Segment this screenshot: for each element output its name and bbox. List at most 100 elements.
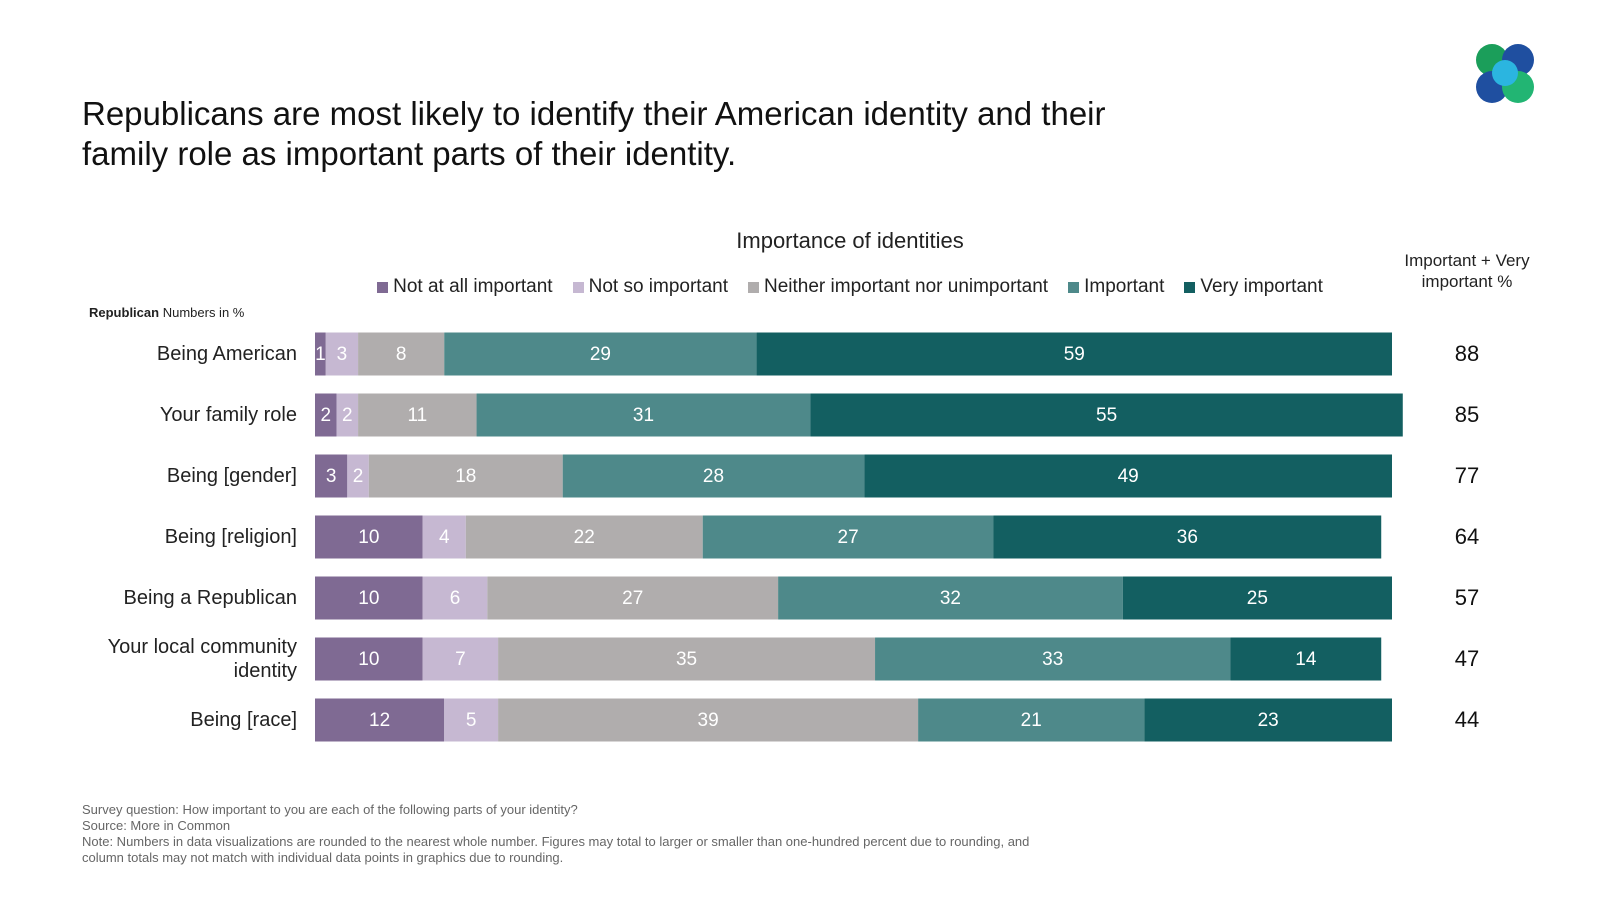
category-label: Being American <box>156 343 297 365</box>
bar-segment <box>315 332 326 376</box>
bar-segment <box>444 332 757 376</box>
bar-segment <box>422 515 466 559</box>
bar-segment <box>465 515 703 559</box>
data-label: 2 <box>342 405 353 426</box>
total-column-title: Important + Very important % <box>1404 251 1530 291</box>
bar-segment <box>347 454 369 498</box>
legend-marker <box>748 281 759 293</box>
bar-segment <box>875 637 1231 681</box>
data-label: 8 <box>396 344 407 365</box>
legend-label: Very important <box>1200 276 1323 297</box>
bar-segment <box>562 454 865 498</box>
group-label: Republican Numbers in % <box>89 305 244 320</box>
legend-label: Not so important <box>588 276 728 297</box>
data-label: 27 <box>622 588 643 609</box>
data-label: 29 <box>590 344 611 365</box>
data-label: 59 <box>1064 344 1085 365</box>
data-label: 10 <box>358 527 379 548</box>
group-name: Republican <box>89 305 160 320</box>
legend-marker <box>377 281 389 293</box>
bar-segment <box>1230 637 1382 681</box>
legend-item: Not at all important <box>377 276 553 298</box>
total-value: 88 <box>1455 341 1479 366</box>
bar-segment <box>1122 576 1392 620</box>
data-label: 3 <box>337 344 348 365</box>
data-label: 31 <box>633 405 654 426</box>
data-label: 36 <box>1177 527 1198 548</box>
data-label: 23 <box>1258 710 1279 731</box>
data-label: 7 <box>455 649 466 670</box>
bar-segment <box>315 637 423 681</box>
data-label: 11 <box>407 405 427 426</box>
data-label: 18 <box>455 466 476 487</box>
data-label: 2 <box>320 405 331 426</box>
category-label: Your local community identity <box>107 636 297 682</box>
bar-segment <box>315 576 423 620</box>
bar-segment <box>778 576 1123 620</box>
bar-segment <box>336 393 359 437</box>
data-label: 4 <box>439 527 450 548</box>
bar-segment <box>422 576 488 620</box>
footnote: Survey question: How important to you ar… <box>82 802 578 817</box>
data-label: 55 <box>1096 405 1117 426</box>
legend-marker <box>1184 281 1196 293</box>
category-label: Your family role <box>159 404 297 426</box>
data-label: 22 <box>574 527 595 548</box>
data-label: 27 <box>838 527 859 548</box>
data-label: 32 <box>940 588 961 609</box>
footnote: Note: Numbers in data visualizations are… <box>82 834 1030 865</box>
bar-segment <box>368 454 563 498</box>
data-label: 39 <box>698 710 719 731</box>
bar-segment <box>487 576 779 620</box>
units-label: Numbers in % <box>162 305 245 320</box>
total-value: 44 <box>1455 707 1479 732</box>
footnotes: Survey question: How important to you ar… <box>82 802 1032 866</box>
total-value: 64 <box>1455 524 1479 549</box>
legend-marker <box>572 281 584 293</box>
bar-segment <box>1144 698 1392 742</box>
category-label: Being [race] <box>190 709 297 731</box>
legend: Not at all important Not so important Neit… <box>300 276 1400 298</box>
bar-segment <box>315 515 423 559</box>
bar-segment <box>476 393 811 437</box>
bar-segment <box>918 698 1145 742</box>
data-label: 2 <box>353 466 364 487</box>
bar-segment <box>358 393 477 437</box>
bar-segment <box>325 332 359 376</box>
category-label: Being a Republican <box>123 587 297 609</box>
category-label: Being [gender] <box>166 465 297 487</box>
data-label: 35 <box>676 649 697 670</box>
total-value: 85 <box>1455 402 1479 427</box>
bar-segment <box>498 698 919 742</box>
data-label: 49 <box>1118 466 1139 487</box>
bar-segment <box>993 515 1382 559</box>
legend-label: Neither important nor unimportant <box>764 276 1049 297</box>
data-label: 5 <box>466 710 477 731</box>
data-label: 10 <box>358 649 379 670</box>
legend-label: Important <box>1084 276 1165 297</box>
bar-segment <box>864 454 1392 498</box>
legend-item: Not so important <box>572 276 728 298</box>
data-label: 12 <box>369 710 390 731</box>
total-value: 77 <box>1455 463 1479 488</box>
legend-item: Important <box>1068 276 1164 298</box>
total-value: 47 <box>1455 646 1479 671</box>
bar-segment <box>358 332 445 376</box>
total-value: 57 <box>1455 585 1479 610</box>
bar-segment <box>756 332 1392 376</box>
data-label: 10 <box>358 588 379 609</box>
bar-segment <box>498 637 876 681</box>
footnote: Source: More in Common <box>82 818 231 833</box>
bar-segment <box>810 393 1403 437</box>
data-label: 14 <box>1295 649 1317 670</box>
bar-segment <box>315 454 348 498</box>
data-label: 3 <box>326 466 337 487</box>
bar-segment <box>422 637 499 681</box>
chart-title: Republicans are most likely to identify … <box>82 95 1106 172</box>
legend-item: Neither important nor unimportant <box>748 276 1048 298</box>
bar-segment <box>315 393 337 437</box>
data-label: 25 <box>1247 588 1268 609</box>
chart-subtitle: Importance of identities <box>736 228 964 253</box>
